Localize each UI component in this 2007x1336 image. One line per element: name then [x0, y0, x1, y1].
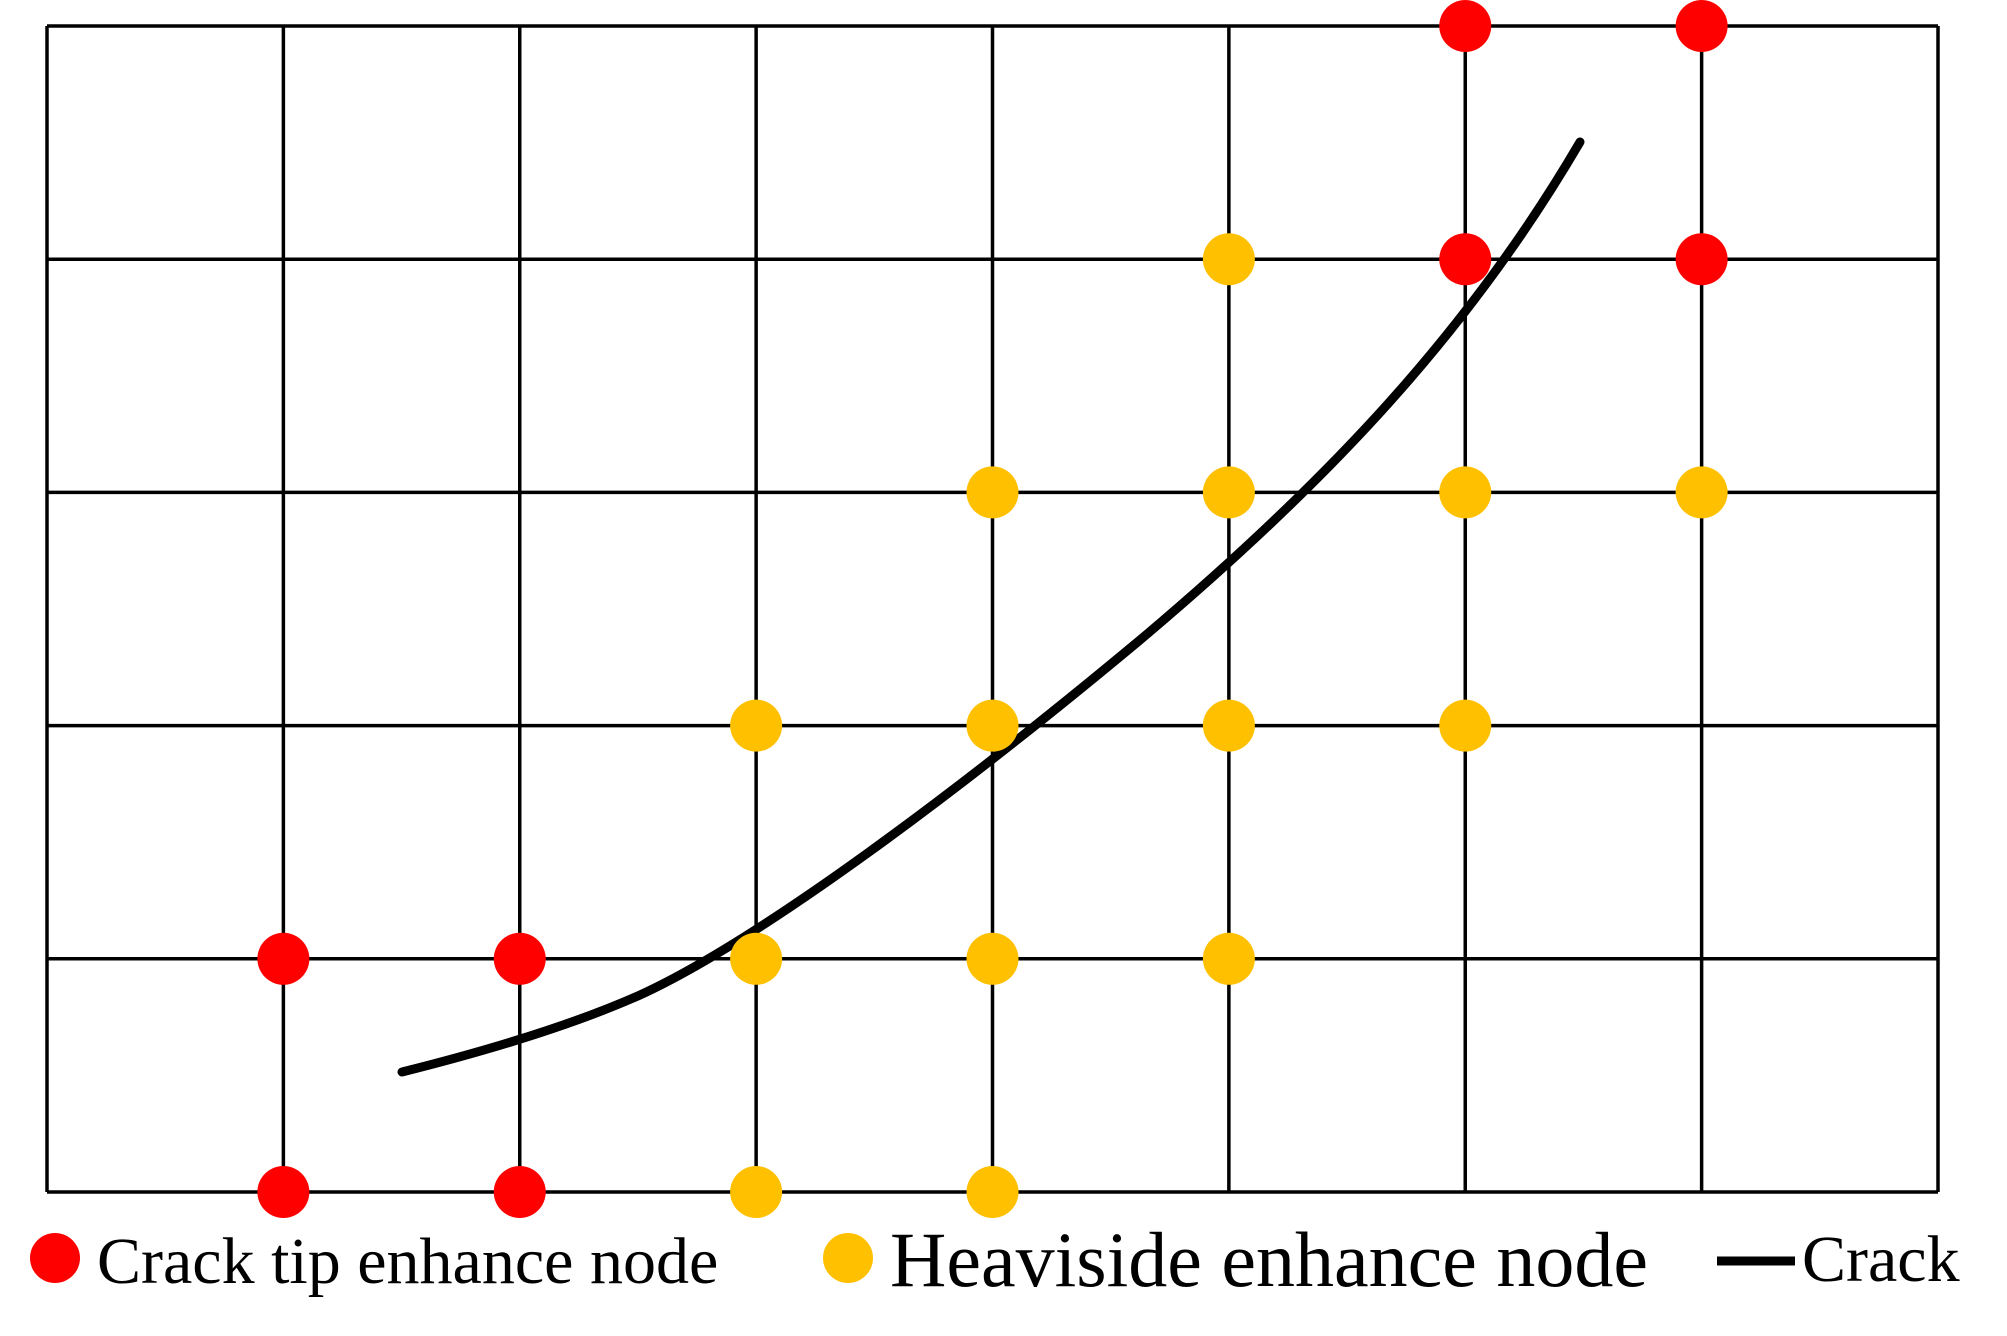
crack-tip-enhance-node [493, 932, 546, 985]
crack-tip-enhance-node [257, 932, 310, 985]
heaviside-enhance-node [1202, 932, 1255, 985]
legend: Crack tip enhance node Heaviside enhance… [30, 1216, 1960, 1303]
crack-tip-enhance-node [1675, 0, 1728, 52]
heaviside-enhance-node [966, 1166, 1019, 1218]
heaviside-enhance-node [1202, 233, 1255, 286]
heaviside-enhance-node [1439, 466, 1492, 519]
legend-heaviside-label: Heaviside enhance node [890, 1216, 1648, 1303]
heaviside-enhance-node [1675, 466, 1728, 519]
heaviside-enhance-node [1202, 699, 1255, 752]
heaviside-enhance-node [966, 466, 1019, 519]
crack-tip-enhance-node [1675, 233, 1728, 286]
heaviside-enhance-node [730, 699, 783, 752]
crack-tip-enhance-node [257, 1166, 310, 1218]
legend-crack-tip-label: Crack tip enhance node [97, 1225, 718, 1298]
crack-tip-enhance-node [493, 1166, 546, 1218]
heaviside-enhance-node [966, 699, 1019, 752]
mesh-grid [45, 24, 1940, 1194]
legend-heaviside-marker [823, 1233, 873, 1283]
heaviside-enhance-node [730, 1166, 783, 1218]
heaviside-enhance-node [1202, 466, 1255, 519]
heaviside-enhance-node [1439, 699, 1492, 752]
crack-curve [397, 137, 1585, 1077]
crack-tip-enhance-node [1439, 233, 1492, 286]
heaviside-enhance-node [966, 932, 1019, 985]
legend-crack-tip-marker [30, 1233, 80, 1283]
enrichment-nodes [257, 0, 1728, 1218]
crack-tip-enhance-node [1439, 0, 1492, 52]
heaviside-enhance-node [730, 932, 783, 985]
legend-crack-label: Crack [1802, 1223, 1960, 1296]
